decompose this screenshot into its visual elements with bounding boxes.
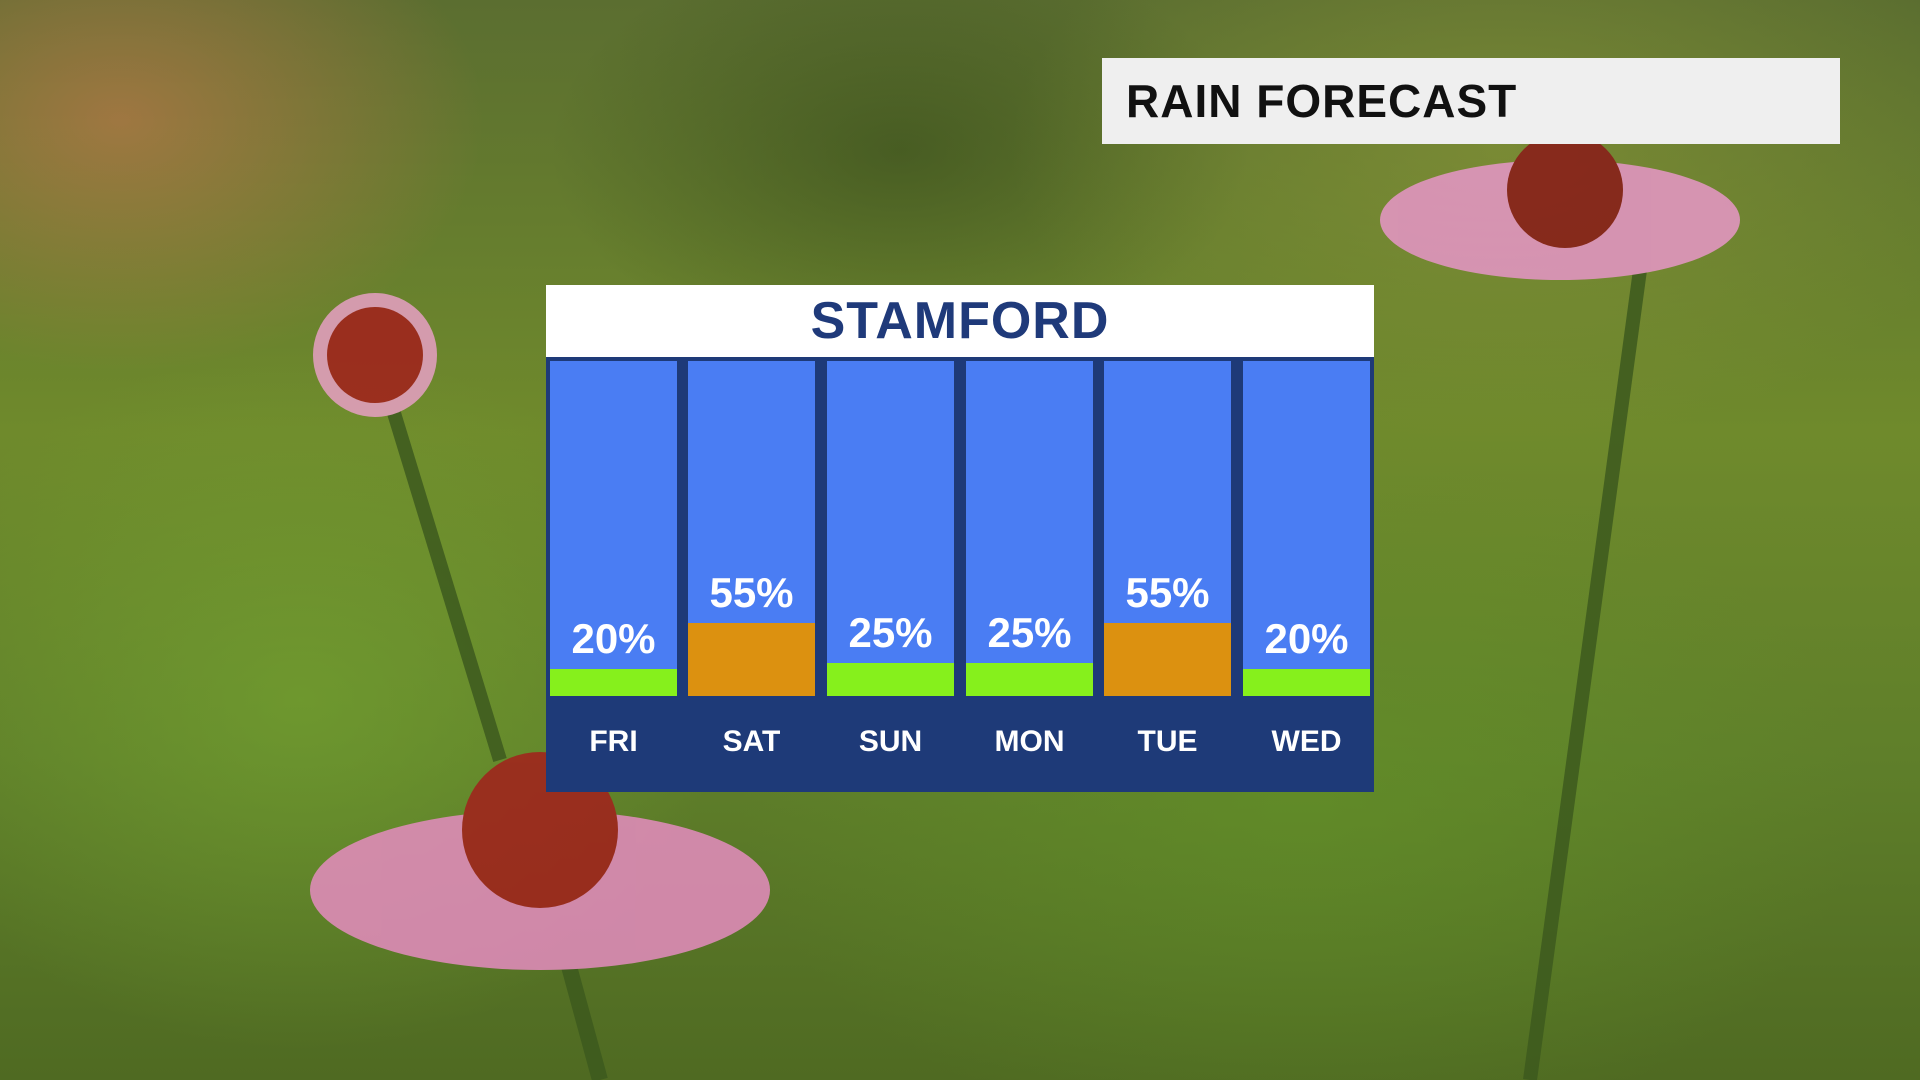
forecast-panel: STAMFORD 20% FRI 55% SAT 25% SUN 25% MON 55% TUE 2… — [546, 285, 1374, 792]
day-box: MON — [966, 696, 1093, 788]
city-header: STAMFORD — [546, 285, 1374, 357]
rain-forecast-header: RAIN FORECAST — [1102, 58, 1840, 144]
forecast-column: 25% MON — [966, 361, 1093, 788]
rain-chance-bar — [1243, 669, 1370, 696]
day-box: WED — [1243, 696, 1370, 788]
rain-chance-label: 20% — [571, 615, 656, 662]
rain-chance-label: 25% — [848, 609, 933, 656]
chart-title: STAMFORD — [810, 292, 1110, 350]
day-box: SUN — [827, 696, 954, 788]
flower-right-top — [1380, 132, 1740, 1080]
day-label: WED — [1271, 725, 1342, 758]
rain-chance-bar — [550, 669, 677, 696]
day-label: SAT — [722, 725, 781, 758]
rain-chance-label: 20% — [1264, 615, 1349, 662]
rain-chance-label: 25% — [987, 609, 1072, 656]
forecast-column: 20% FRI — [550, 361, 677, 788]
day-label: SUN — [858, 725, 923, 758]
day-box: FRI — [550, 696, 677, 788]
rain-chance-bar — [1104, 623, 1231, 696]
forecast-column: 55% TUE — [1104, 361, 1231, 788]
rain-chance-bar — [966, 663, 1093, 696]
rain-chance-label: 55% — [709, 569, 794, 616]
forecast-column: 20% WED — [1243, 361, 1370, 788]
forecast-column: 55% SAT — [688, 361, 815, 788]
rain-chance-bar — [688, 623, 815, 696]
flower-left-bottom — [310, 752, 770, 1080]
day-box: TUE — [1104, 696, 1231, 788]
forecast-column: 25% SUN — [827, 361, 954, 788]
day-label: MON — [994, 725, 1065, 758]
day-label: FRI — [589, 725, 638, 758]
flower-left-top — [313, 293, 507, 763]
day-box: SAT — [688, 696, 815, 788]
day-label: TUE — [1137, 725, 1198, 758]
forecast-grid: 20% FRI 55% SAT 25% SUN 25% MON 55% TUE 20% WED — [546, 357, 1374, 792]
rain-chance-bar — [827, 663, 954, 696]
header-title: RAIN FORECAST — [1126, 75, 1518, 127]
rain-chance-label: 55% — [1125, 569, 1210, 616]
